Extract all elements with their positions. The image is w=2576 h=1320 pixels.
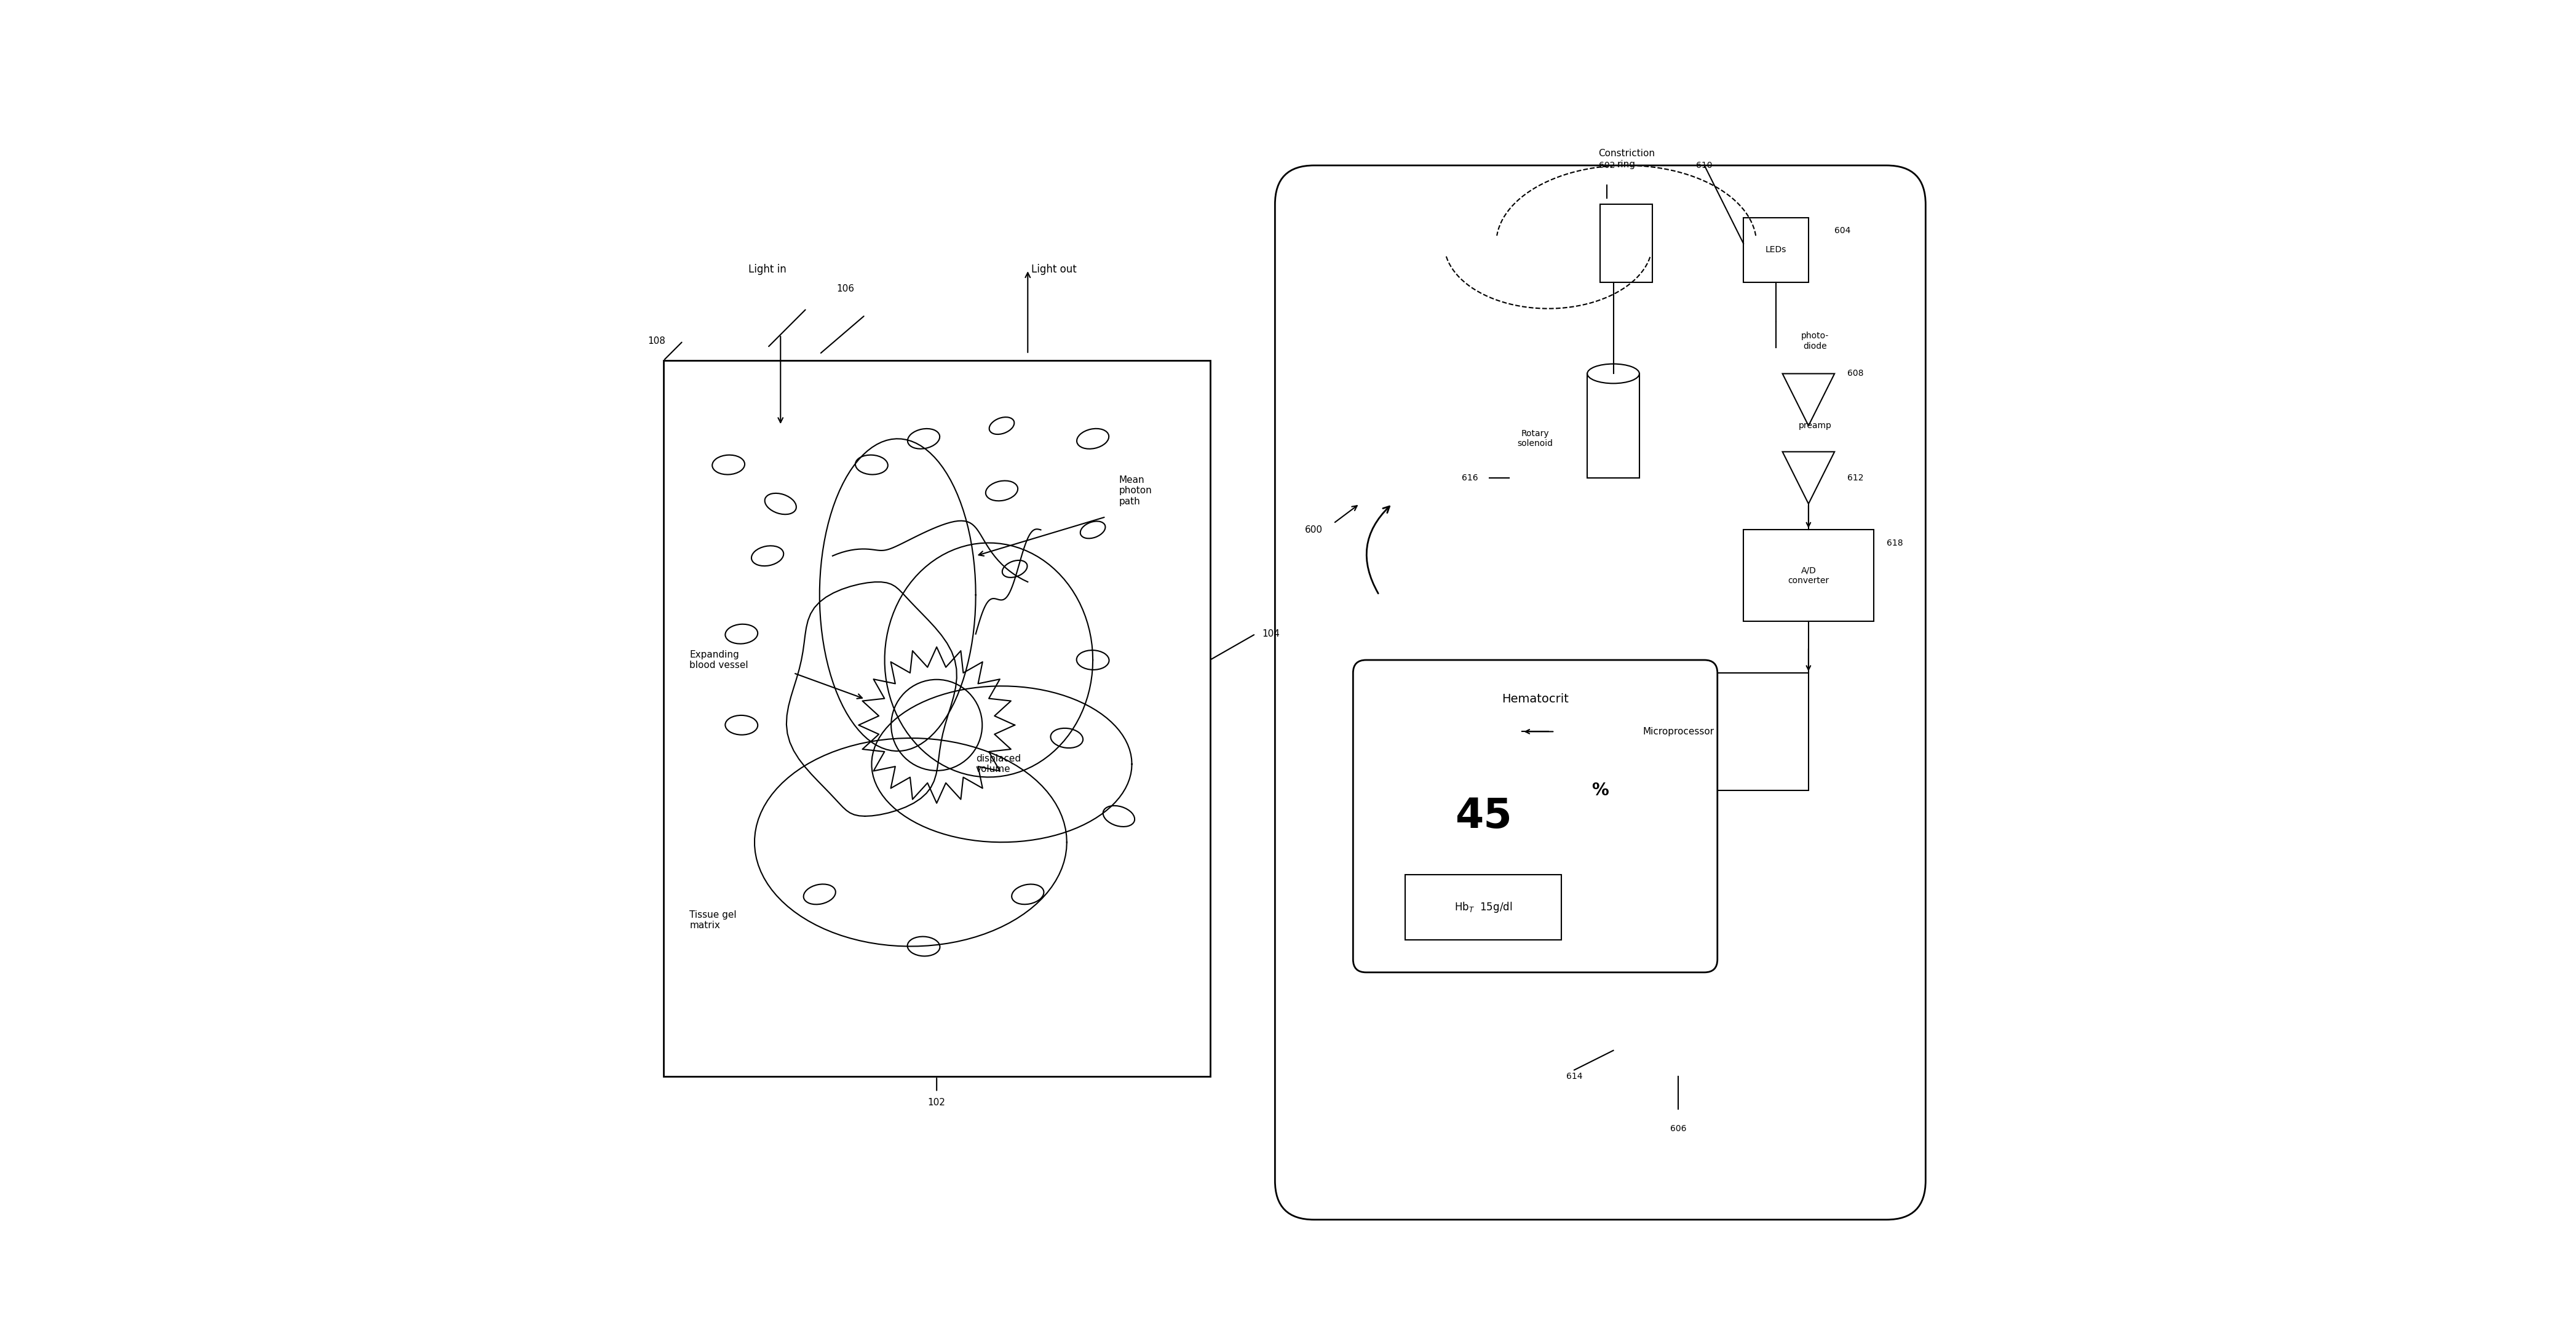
Bar	[1587, 374, 1638, 478]
Text: 606: 606	[1669, 1125, 1687, 1133]
Ellipse shape	[1077, 649, 1108, 671]
Ellipse shape	[987, 480, 1018, 502]
Text: 612: 612	[1847, 474, 1865, 482]
Text: 45: 45	[1455, 796, 1512, 837]
Bar	[665, 360, 1211, 1077]
Bar	[1600, 205, 1651, 282]
Ellipse shape	[752, 545, 783, 566]
Text: Hematocrit: Hematocrit	[1502, 693, 1569, 705]
Ellipse shape	[804, 883, 835, 906]
Bar	[1404, 875, 1561, 940]
Text: Hb$_T$  15g/dl: Hb$_T$ 15g/dl	[1455, 900, 1512, 913]
Text: 602: 602	[1600, 161, 1615, 170]
Text: 102: 102	[927, 1098, 945, 1107]
Ellipse shape	[726, 714, 757, 735]
Ellipse shape	[714, 455, 744, 475]
Text: 604: 604	[1834, 226, 1850, 235]
Ellipse shape	[1051, 727, 1082, 750]
Bar	[1548, 673, 1808, 791]
Text: 106: 106	[837, 284, 855, 293]
Text: 614: 614	[1566, 1072, 1582, 1081]
Bar	[1744, 218, 1808, 282]
Text: %: %	[1592, 781, 1610, 799]
Text: 608: 608	[1847, 370, 1865, 378]
Ellipse shape	[1012, 884, 1043, 904]
Ellipse shape	[1077, 429, 1110, 449]
Text: preamp: preamp	[1798, 421, 1832, 430]
Text: A/D
converter: A/D converter	[1788, 566, 1829, 585]
Text: Mean
photon
path: Mean photon path	[1118, 475, 1151, 506]
Ellipse shape	[726, 624, 757, 644]
Text: Rotary
solenoid: Rotary solenoid	[1517, 429, 1553, 447]
Text: Microprocessor: Microprocessor	[1643, 727, 1713, 737]
Text: 616: 616	[1463, 474, 1479, 482]
Ellipse shape	[1103, 805, 1133, 826]
Ellipse shape	[989, 417, 1015, 434]
Ellipse shape	[765, 494, 796, 515]
Text: Expanding
blood vessel: Expanding blood vessel	[690, 649, 747, 671]
Ellipse shape	[1079, 521, 1105, 539]
Bar	[1744, 529, 1873, 620]
Ellipse shape	[907, 429, 940, 449]
Ellipse shape	[907, 936, 940, 957]
FancyBboxPatch shape	[1352, 660, 1718, 973]
Text: 104: 104	[1262, 630, 1280, 639]
Text: displaced
volume: displaced volume	[976, 754, 1020, 774]
Text: Constriction
ring: Constriction ring	[1597, 149, 1654, 169]
Text: 108: 108	[649, 337, 665, 346]
Ellipse shape	[858, 453, 886, 477]
Text: 618: 618	[1886, 539, 1904, 548]
Text: Light in: Light in	[750, 264, 786, 275]
FancyBboxPatch shape	[1275, 165, 1927, 1220]
Text: 600: 600	[1306, 525, 1324, 535]
Polygon shape	[1783, 374, 1834, 426]
Text: Tissue gel
matrix: Tissue gel matrix	[690, 911, 737, 931]
Text: photo-
diode: photo- diode	[1801, 331, 1829, 350]
Polygon shape	[1783, 451, 1834, 504]
Text: Light out: Light out	[1030, 264, 1077, 275]
Text: 610: 610	[1695, 161, 1713, 170]
Ellipse shape	[1587, 364, 1638, 383]
Text: LEDs: LEDs	[1765, 246, 1788, 255]
Ellipse shape	[1002, 560, 1028, 577]
